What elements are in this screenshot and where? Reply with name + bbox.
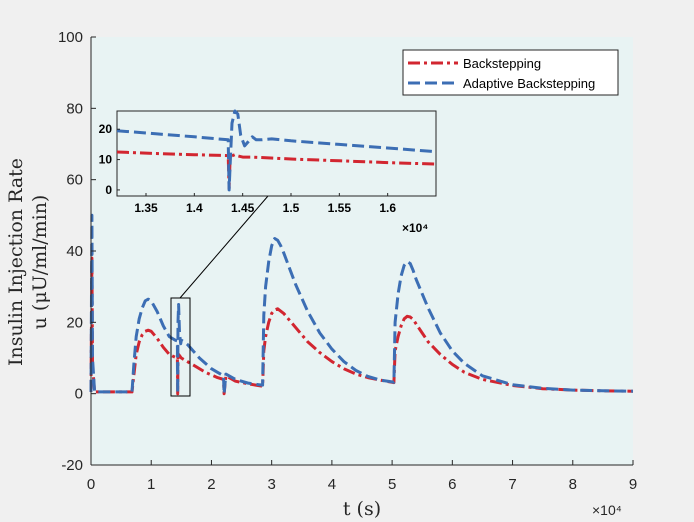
inset-series-line-backstepping (116, 150, 437, 190)
y-tick-label: 20 (66, 314, 83, 331)
y-axis-label-line1: Insulin Injection Rate (5, 158, 27, 366)
x-tick-label: 8 (569, 476, 577, 493)
x-tick-label: 9 (629, 476, 637, 493)
x-tick-label: 3 (267, 476, 275, 493)
inset-y-tick-label: 20 (99, 122, 113, 136)
series-line-adaptive-backstepping (89, 213, 634, 396)
inset-x-tick-label: 1.5 (283, 201, 300, 215)
zoom-connector-line (179, 195, 269, 299)
x-tick-label: 2 (207, 476, 215, 493)
x-axis-label: t (s) (343, 498, 381, 520)
series-layer (89, 213, 634, 396)
inset-x-exponent-label: ×10⁴ (402, 221, 428, 235)
x-exponent-label: ×10⁴ (592, 502, 622, 518)
x-tick-label: 0 (87, 476, 95, 493)
x-tick-label: 5 (388, 476, 396, 493)
inset-y-ticks: 0 10 20 (99, 122, 120, 197)
inset: 1.35 1.4 1.45 1.5 1.55 1.6 0 10 20 ×10⁴ (99, 109, 437, 235)
inset-x-tick-label: 1.55 (328, 201, 352, 215)
y-tick-label: 100 (58, 29, 83, 46)
legend-label-backstepping: Backstepping (463, 56, 541, 71)
y-ticks: -20 0 20 40 60 80 100 (58, 29, 96, 474)
y-tick-label: 60 (66, 172, 83, 189)
plot-area (91, 37, 633, 465)
x-tick-label: 7 (508, 476, 516, 493)
series-line-backstepping (89, 256, 634, 396)
inset-x-tick-label: 1.45 (231, 201, 255, 215)
x-ticks: 0 1 2 3 4 5 6 7 8 9 (87, 460, 637, 493)
x-tick-label: 6 (448, 476, 456, 493)
x-tick-label: 4 (328, 476, 336, 493)
y-tick-label: 40 (66, 243, 83, 260)
y-tick-label: 0 (75, 386, 83, 403)
inset-x-tick-label: 1.35 (134, 201, 158, 215)
inset-x-ticks: 1.35 1.4 1.45 1.5 1.55 1.6 (134, 193, 396, 215)
inset-x-tick-label: 1.4 (186, 201, 203, 215)
inset-series-line-adaptive-backstepping (116, 109, 437, 192)
y-tick-label: -20 (61, 457, 83, 474)
inset-series-layer (116, 109, 437, 192)
x-tick-label: 1 (147, 476, 155, 493)
legend-label-adaptive-backstepping: Adaptive Backstepping (463, 76, 595, 91)
y-tick-label: 80 (66, 100, 83, 117)
y-axis-label-line2: u (μU/ml/min) (29, 195, 51, 330)
inset-y-tick-label: 0 (105, 183, 112, 197)
inset-y-tick-label: 10 (99, 153, 113, 167)
legend-box (402, 49, 619, 96)
inset-x-tick-label: 1.6 (379, 201, 396, 215)
legend: Backstepping Adaptive Backstepping (402, 49, 619, 96)
